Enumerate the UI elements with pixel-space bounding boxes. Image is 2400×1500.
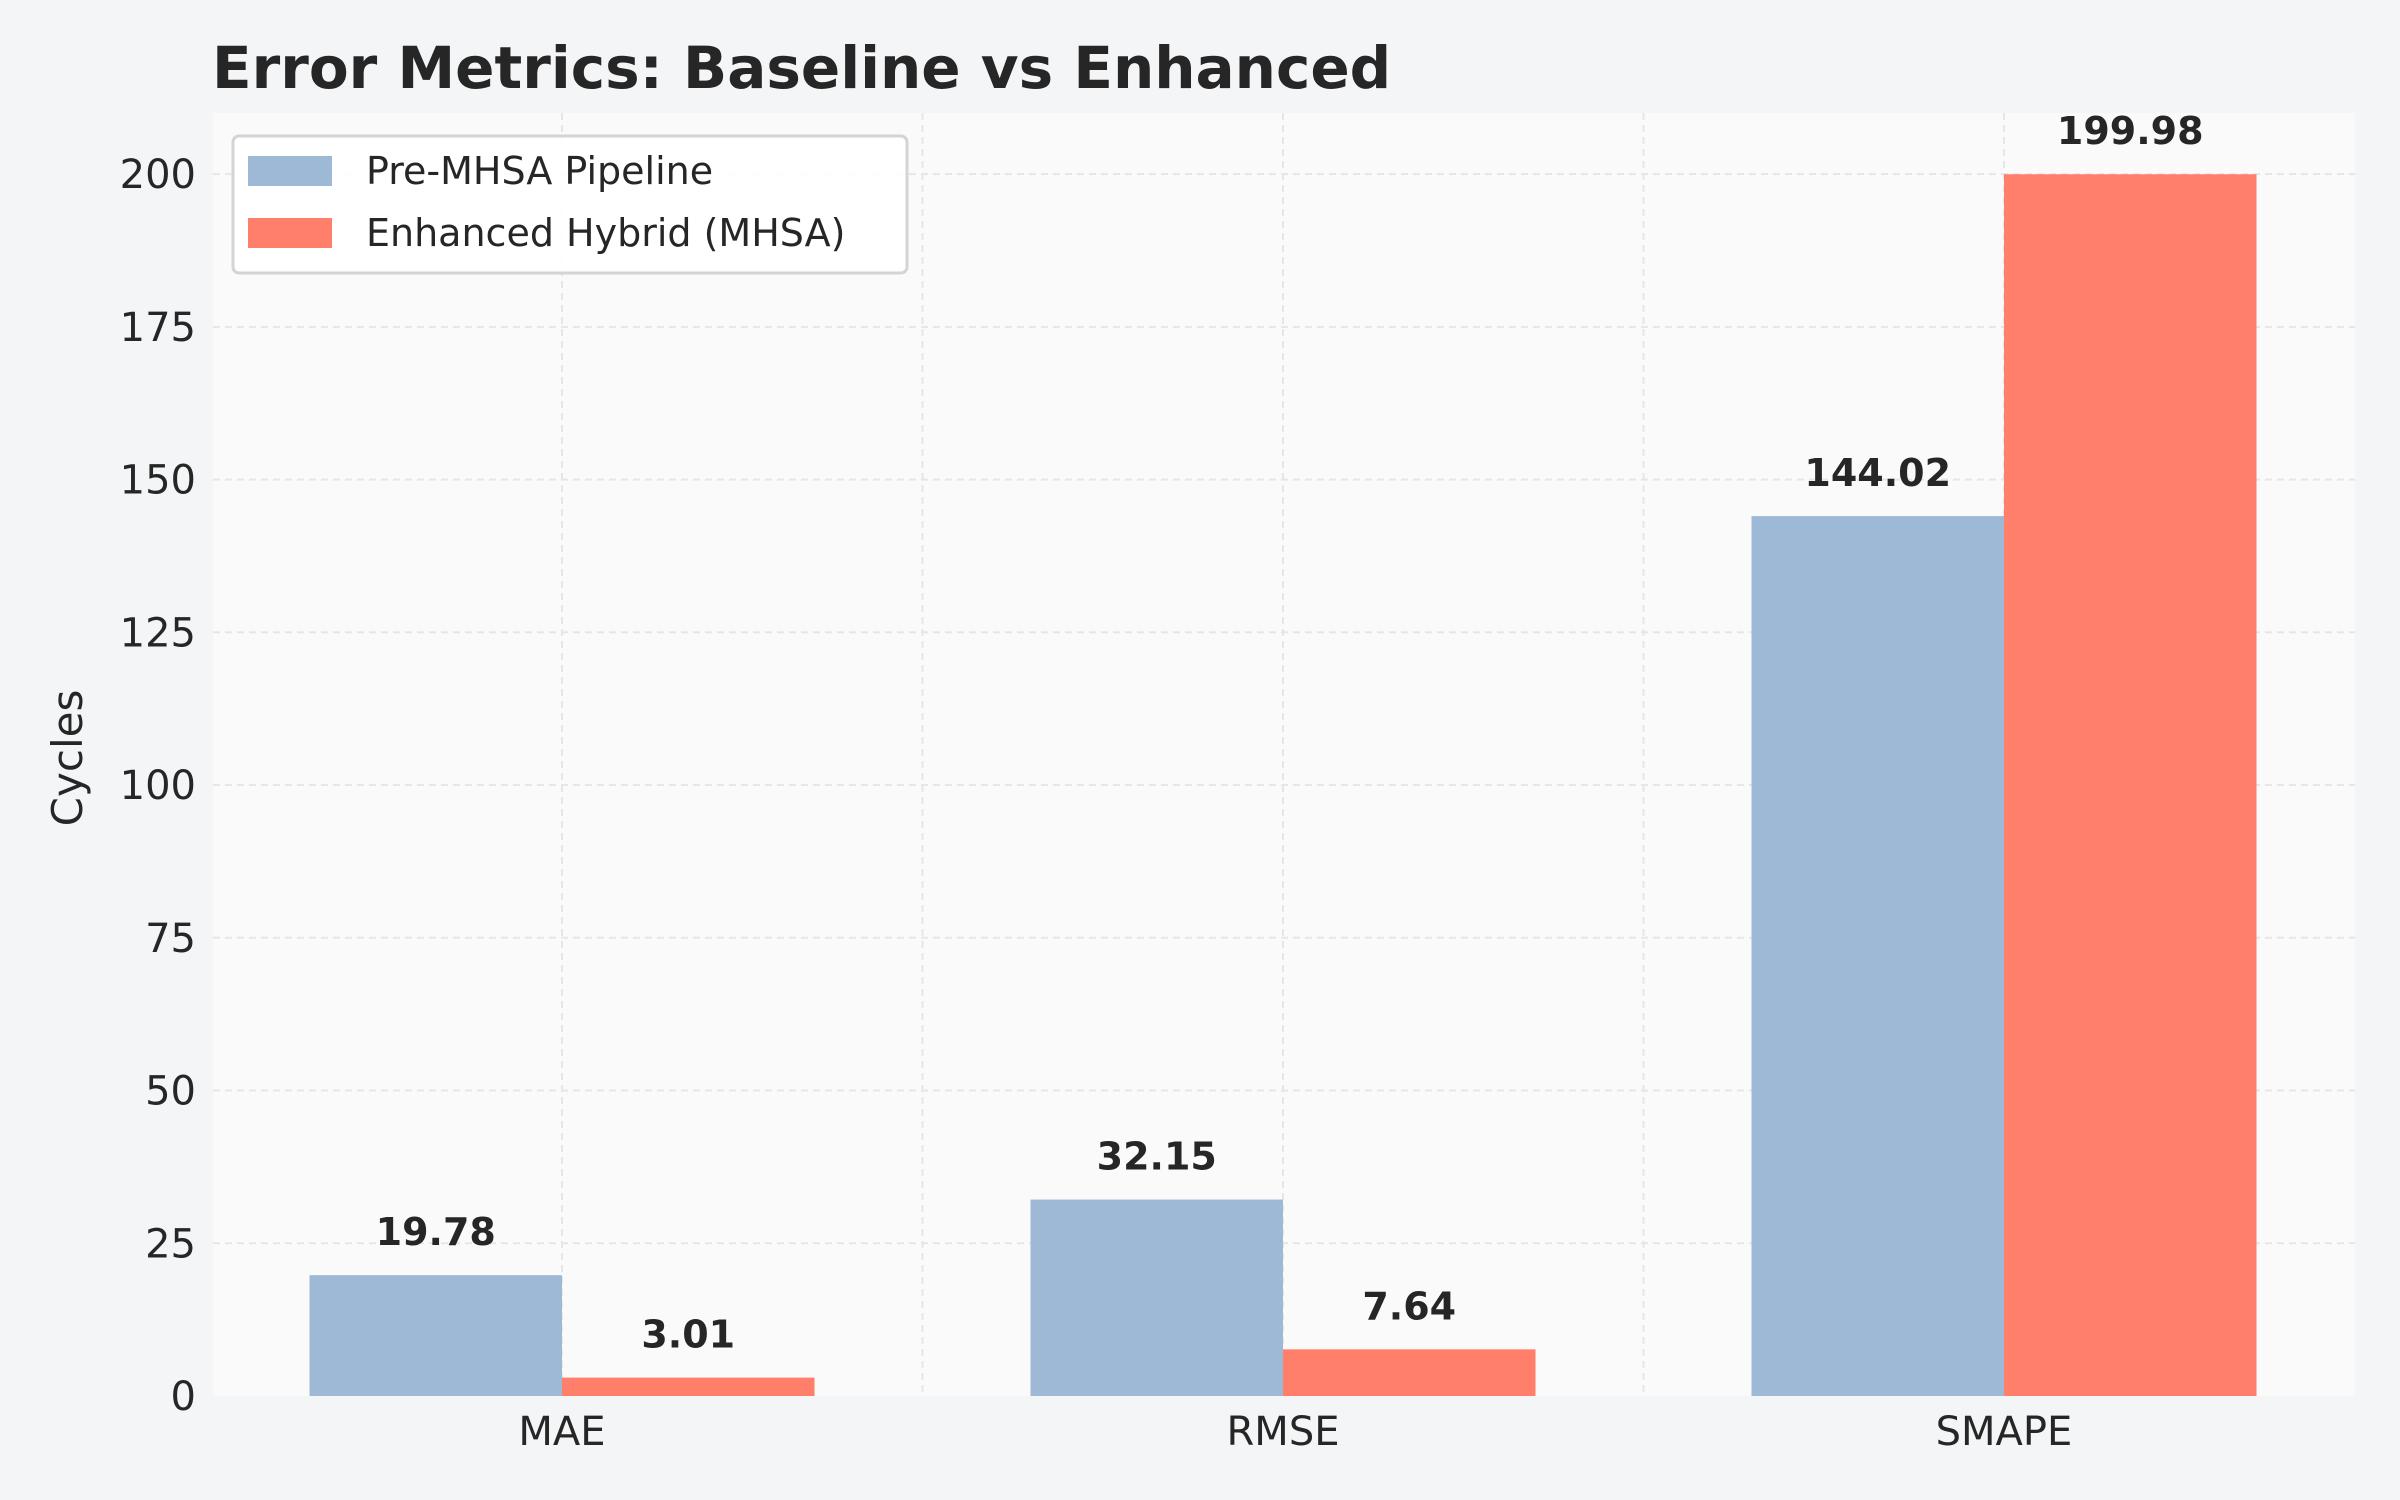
legend-label-enhanced-hybrid: Enhanced Hybrid (MHSA) xyxy=(366,211,845,255)
bar-rmse-series-0 xyxy=(1030,1199,1283,1396)
data-label-rmse-series-0: 32.15 xyxy=(1097,1135,1217,1179)
y-tick-label: 100 xyxy=(120,763,196,809)
bars xyxy=(309,174,2257,1397)
y-axis-label: Cycles xyxy=(43,690,92,827)
legend-label-pre-mhsa: Pre-MHSA Pipeline xyxy=(366,149,713,193)
x-tick-label-rmse: RMSE xyxy=(1227,1409,1340,1455)
data-labels: 19.78 3.01 32.15 7.64 144.02 199.98 xyxy=(376,109,2204,1356)
y-tick-label: 150 xyxy=(120,458,196,504)
y-tick-label: 50 xyxy=(145,1069,196,1115)
chart-title: Error Metrics: Baseline vs Enhanced xyxy=(212,34,1391,102)
legend-swatch-enhanced-hybrid xyxy=(248,218,332,248)
data-label-rmse-series-1: 7.64 xyxy=(1362,1284,1456,1328)
y-tick-label: 175 xyxy=(120,305,196,351)
bar-rmse-series-1 xyxy=(1283,1349,1536,1396)
y-tick-label: 25 xyxy=(145,1221,196,1267)
y-tick-label: 0 xyxy=(171,1374,196,1420)
y-axis-tick-labels: 0 25 50 75 100 125 150 175 200 xyxy=(120,152,196,1420)
bar-mae-series-0 xyxy=(309,1275,562,1396)
data-label-smape-series-1: 199.98 xyxy=(2057,109,2204,153)
x-axis-tick-labels: MAE RMSE SMAPE xyxy=(518,1409,2072,1455)
legend-swatch-pre-mhsa xyxy=(248,156,332,186)
y-tick-label: 125 xyxy=(120,610,196,656)
data-label-mae-series-1: 3.01 xyxy=(641,1313,735,1357)
legend: Pre-MHSA Pipeline Enhanced Hybrid (MHSA) xyxy=(231,134,909,275)
legend-box xyxy=(231,134,909,275)
bar-smape-series-1 xyxy=(2004,174,2257,1397)
bar-mae-series-1 xyxy=(562,1377,815,1396)
data-label-smape-series-0: 144.02 xyxy=(1804,451,1951,495)
x-tick-label-smape: SMAPE xyxy=(1936,1409,2073,1455)
x-tick-label-mae: MAE xyxy=(518,1409,605,1455)
y-tick-label: 200 xyxy=(120,152,196,198)
y-tick-label: 75 xyxy=(145,916,196,962)
bar-smape-series-0 xyxy=(1751,516,2004,1396)
data-label-mae-series-0: 19.78 xyxy=(376,1210,496,1254)
